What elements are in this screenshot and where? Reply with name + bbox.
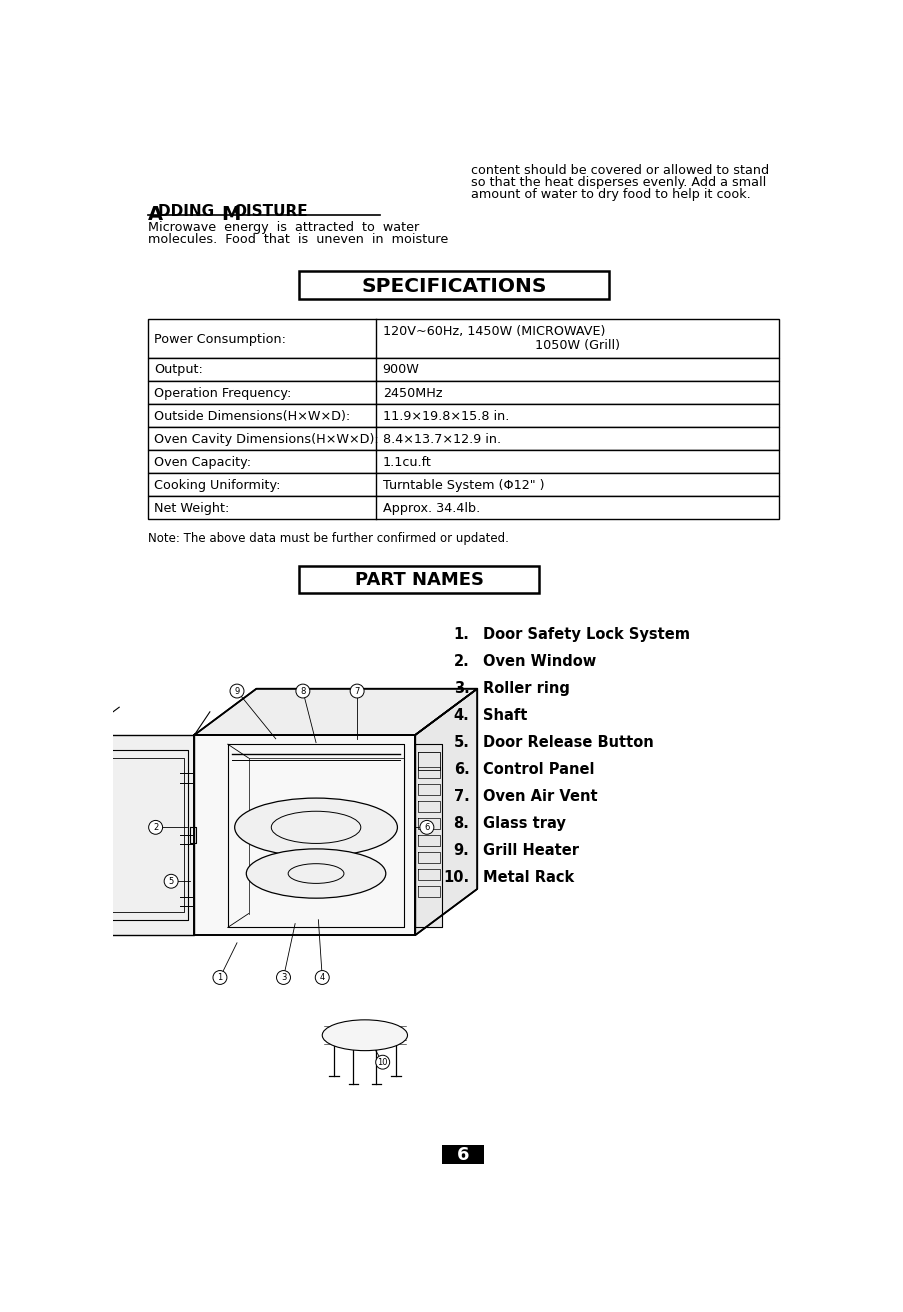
Text: 7: 7 xyxy=(354,686,359,695)
Text: 2.: 2. xyxy=(453,655,469,669)
Polygon shape xyxy=(194,735,414,935)
Circle shape xyxy=(164,874,178,888)
Text: 1.: 1. xyxy=(453,627,469,642)
Text: Operation Frequency:: Operation Frequency: xyxy=(154,387,291,400)
Polygon shape xyxy=(414,689,477,935)
Text: SPECIFICATIONS: SPECIFICATIONS xyxy=(361,277,546,295)
Text: 11.9×19.8×15.8 in.: 11.9×19.8×15.8 in. xyxy=(382,409,508,422)
Text: 5: 5 xyxy=(168,876,173,886)
Polygon shape xyxy=(414,744,442,928)
Text: Output:: Output: xyxy=(154,363,203,377)
Ellipse shape xyxy=(235,798,397,857)
Ellipse shape xyxy=(246,849,386,899)
Bar xyxy=(299,272,609,299)
Text: 9.: 9. xyxy=(453,842,469,858)
Text: 5.: 5. xyxy=(453,735,469,750)
Bar xyxy=(148,319,778,358)
Text: 120V~60Hz, 1450W (MICROWAVE): 120V~60Hz, 1450W (MICROWAVE) xyxy=(382,325,604,338)
Circle shape xyxy=(376,1055,389,1069)
Bar xyxy=(148,358,778,380)
Text: Net Weight:: Net Weight: xyxy=(154,502,229,516)
Text: 6: 6 xyxy=(457,1145,469,1164)
Text: 3.: 3. xyxy=(453,681,469,697)
Circle shape xyxy=(213,971,227,984)
Text: amount of water to dry food to help it cook.: amount of water to dry food to help it c… xyxy=(470,188,750,201)
Ellipse shape xyxy=(321,1019,407,1051)
Text: 3: 3 xyxy=(281,974,286,981)
Text: 6.: 6. xyxy=(453,762,469,777)
Text: Microwave  energy  is  attracted  to  water: Microwave energy is attracted to water xyxy=(148,220,419,234)
Text: 7.: 7. xyxy=(453,789,469,804)
Text: 6: 6 xyxy=(424,823,429,832)
Circle shape xyxy=(276,971,290,984)
Text: Oven Capacity:: Oven Capacity: xyxy=(154,455,251,468)
Text: Outside Dimensions(H×W×D):: Outside Dimensions(H×W×D): xyxy=(154,409,350,422)
Text: so that the heat disperses evenly. Add a small: so that the heat disperses evenly. Add a… xyxy=(470,176,766,189)
Bar xyxy=(148,496,778,520)
Text: 10.: 10. xyxy=(442,870,469,884)
Bar xyxy=(148,474,778,496)
Text: 8.: 8. xyxy=(453,816,469,830)
Text: Note: The above data must be further confirmed or updated.: Note: The above data must be further con… xyxy=(148,531,508,544)
Bar xyxy=(148,450,778,474)
Text: Oven Air Vent: Oven Air Vent xyxy=(483,789,598,804)
Text: 4: 4 xyxy=(320,974,324,981)
Circle shape xyxy=(148,820,163,834)
Text: 4.: 4. xyxy=(453,708,469,723)
Text: Door Release Button: Door Release Button xyxy=(483,735,654,750)
Text: 10: 10 xyxy=(377,1057,387,1067)
Text: 900W: 900W xyxy=(382,363,419,377)
Text: Power Consumption:: Power Consumption: xyxy=(154,333,285,345)
Circle shape xyxy=(295,684,310,698)
Text: Turntable System (Φ12" ): Turntable System (Φ12" ) xyxy=(382,479,544,492)
Text: Door Safety Lock System: Door Safety Lock System xyxy=(483,627,690,642)
Text: A: A xyxy=(148,205,163,224)
Polygon shape xyxy=(194,689,477,735)
Text: Cooking Uniformity:: Cooking Uniformity: xyxy=(154,479,280,492)
Text: 9: 9 xyxy=(234,686,239,695)
Text: 2: 2 xyxy=(153,823,158,832)
Text: 1.1cu.ft: 1.1cu.ft xyxy=(382,455,431,468)
Text: molecules.  Food  that  is  uneven  in  moisture: molecules. Food that is uneven in moistu… xyxy=(148,234,448,245)
Text: M: M xyxy=(221,205,240,224)
Text: 2450MHz: 2450MHz xyxy=(382,387,442,400)
Text: Shaft: Shaft xyxy=(483,708,527,723)
Text: Approx. 34.4lb.: Approx. 34.4lb. xyxy=(382,502,479,516)
Text: DDING: DDING xyxy=(158,205,219,219)
Circle shape xyxy=(229,684,244,698)
Text: content should be covered or allowed to stand: content should be covered or allowed to … xyxy=(470,164,768,177)
Text: 8.4×13.7×12.9 in.: 8.4×13.7×12.9 in. xyxy=(382,433,500,446)
Bar xyxy=(442,1145,484,1164)
Bar xyxy=(148,380,778,404)
Text: 1: 1 xyxy=(217,974,222,981)
Circle shape xyxy=(419,820,433,834)
Bar xyxy=(148,426,778,450)
Text: Glass tray: Glass tray xyxy=(483,816,565,830)
Text: PART NAMES: PART NAMES xyxy=(354,571,483,589)
Text: Control Panel: Control Panel xyxy=(483,762,594,777)
Text: Oven Window: Oven Window xyxy=(483,655,596,669)
Circle shape xyxy=(349,684,364,698)
Circle shape xyxy=(315,971,329,984)
Text: OISTURE: OISTURE xyxy=(233,205,307,219)
Bar xyxy=(148,404,778,426)
Text: Grill Heater: Grill Heater xyxy=(483,842,579,858)
Text: 1050W (Grill): 1050W (Grill) xyxy=(535,338,619,352)
Text: Oven Cavity Dimensions(H×W×D):: Oven Cavity Dimensions(H×W×D): xyxy=(154,433,378,446)
Text: Metal Rack: Metal Rack xyxy=(483,870,574,884)
Text: 8: 8 xyxy=(300,686,305,695)
Bar xyxy=(299,565,539,593)
Text: Roller ring: Roller ring xyxy=(483,681,570,697)
Polygon shape xyxy=(82,735,194,935)
